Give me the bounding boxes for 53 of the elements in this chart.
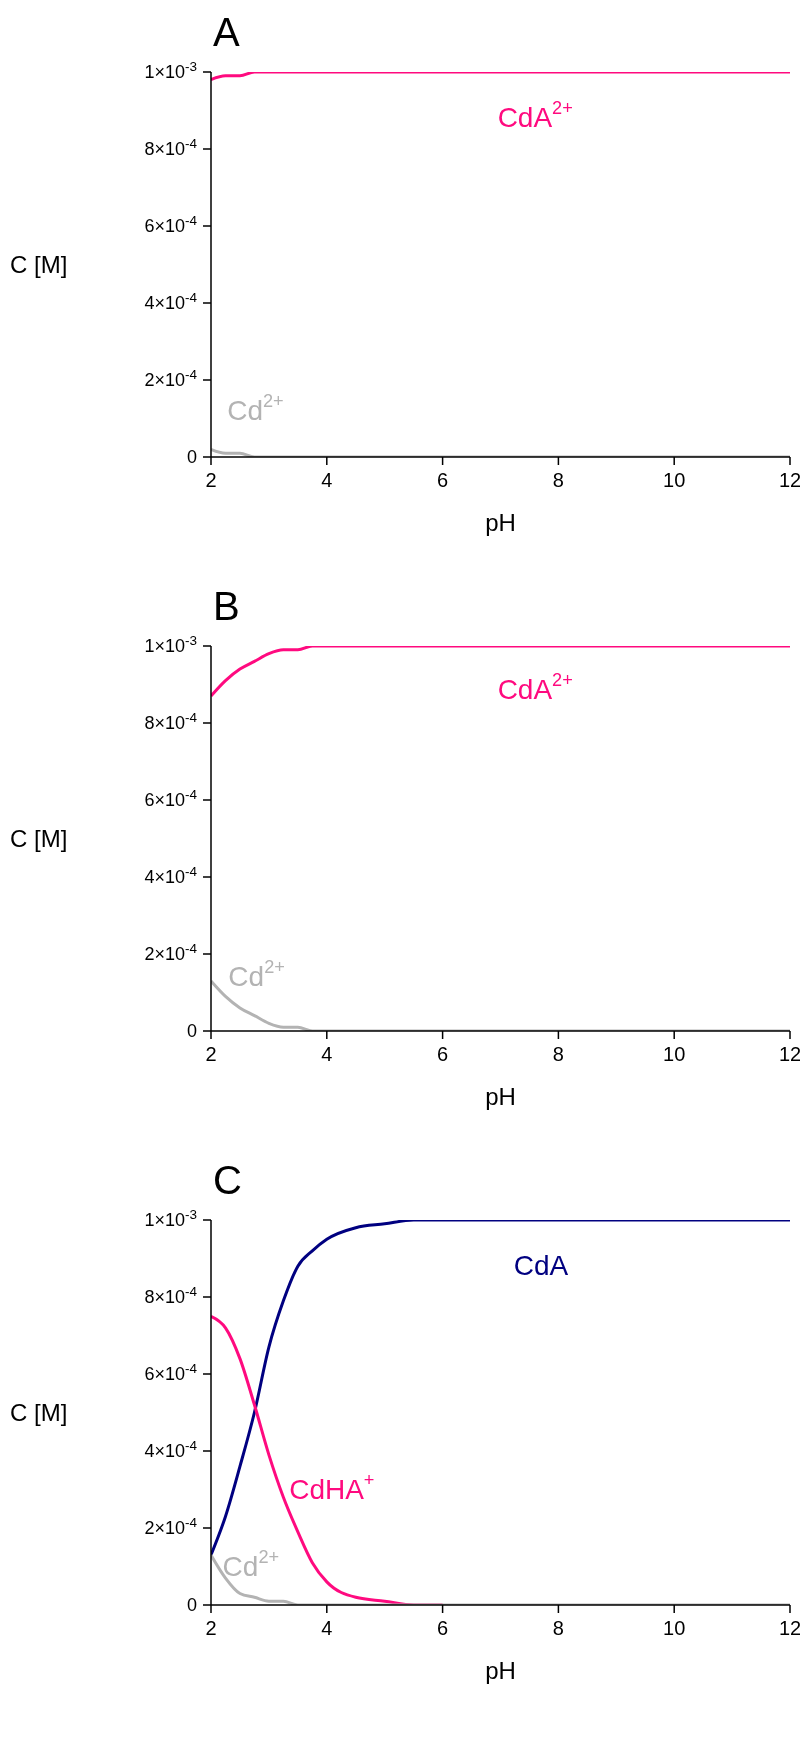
y-tick-label: 4×10$^{-4}$ — [144, 289, 198, 313]
y-tick-label: 2×10$^{-4}$ — [144, 1514, 198, 1538]
y-tick-label: 8×10$^{-4}$ — [144, 709, 198, 733]
x-tick-label: 6 — [437, 1617, 449, 1639]
y-axis-title: C [M] — [10, 250, 68, 279]
chart-title: A — [213, 10, 240, 55]
y-tick-label: 6×10$^{-4}$ — [144, 1360, 198, 1384]
series-label: CdHA$^{+}$ — [289, 1469, 375, 1506]
y-tick-label: 0 — [186, 1021, 197, 1041]
y-tick-label: 4×10$^{-4}$ — [144, 863, 198, 887]
x-tick-label: 2 — [205, 469, 217, 491]
x-tick-label: 8 — [552, 1617, 564, 1639]
y-tick-label: 1×10$^{-3}$ — [144, 632, 197, 656]
y-tick-label: 4×10$^{-4}$ — [144, 1437, 198, 1461]
x-tick-label: 12 — [778, 469, 802, 491]
x-tick-label: 10 — [663, 1617, 686, 1639]
series-label: Cd$^{2+}$ — [222, 1546, 280, 1583]
x-tick-label: 4 — [321, 469, 333, 491]
y-tick-label: 0 — [186, 447, 197, 467]
x-tick-label: 12 — [778, 1043, 802, 1065]
series-label: Cd$^{2+}$ — [227, 391, 284, 427]
x-tick-label: 6 — [437, 1043, 449, 1065]
x-tick-label: 10 — [663, 469, 686, 491]
x-tick-label: 8 — [552, 1043, 564, 1065]
x-axis-title: pH — [484, 509, 517, 537]
chart-title: B — [213, 584, 240, 629]
x-tick-label: 6 — [437, 469, 449, 491]
y-tick-label: 1×10$^{-3}$ — [144, 58, 197, 82]
x-axis-title: pH — [484, 1657, 517, 1685]
x-tick-label: 4 — [321, 1043, 333, 1065]
y-tick-label: 1×10$^{-3}$ — [144, 1206, 197, 1230]
y-tick-label: 6×10$^{-4}$ — [144, 212, 198, 236]
y-axis-title: C [M] — [10, 1398, 68, 1427]
y-tick-label: 8×10$^{-4}$ — [144, 135, 198, 159]
x-tick-label: 2 — [205, 1617, 217, 1639]
x-tick-label: 2 — [205, 1043, 217, 1065]
y-tick-label: 2×10$^{-4}$ — [144, 940, 198, 964]
series-label: CdA$^{2+}$ — [497, 670, 573, 707]
x-axis-title: pH — [484, 1083, 517, 1111]
y-tick-label: 8×10$^{-4}$ — [144, 1283, 198, 1307]
chart-title: C — [213, 1158, 242, 1203]
y-tick-label: 2×10$^{-4}$ — [144, 366, 198, 390]
series-label: Cd$^{2+}$ — [228, 957, 285, 994]
y-tick-label: 0 — [186, 1595, 197, 1615]
line-series — [211, 646, 790, 698]
x-tick-label: 4 — [321, 1617, 333, 1639]
y-tick-label: 6×10$^{-4}$ — [144, 786, 198, 810]
series-label: CdA$^{2+}$ — [497, 98, 573, 135]
x-tick-label: 10 — [663, 1043, 686, 1065]
x-tick-label: 12 — [778, 1617, 802, 1639]
series-label: CdA — [513, 1250, 569, 1283]
x-tick-label: 8 — [552, 469, 564, 491]
y-axis-title: C [M] — [10, 824, 68, 853]
